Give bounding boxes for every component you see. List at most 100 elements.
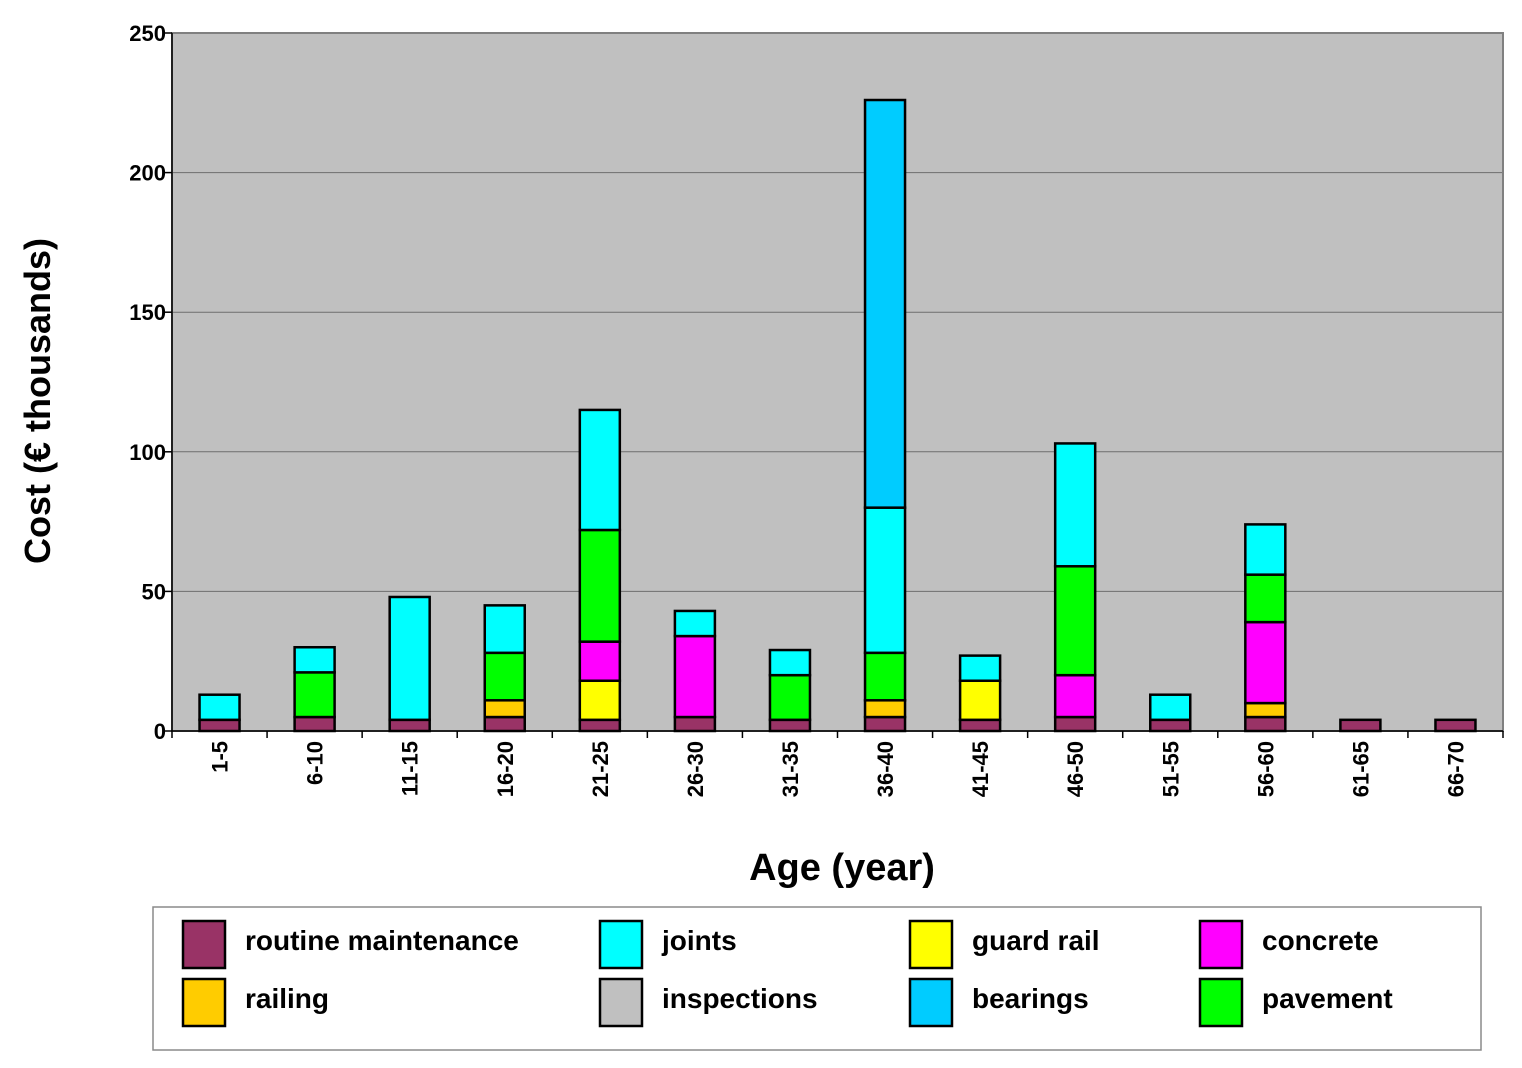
x-tick-label: 61-65 xyxy=(1348,741,1373,797)
bar-segment-railing xyxy=(863,699,907,719)
bar-stack-26-30 xyxy=(673,609,717,733)
legend-swatch xyxy=(1198,977,1244,1028)
bar-segment-pavement xyxy=(293,671,336,719)
legend: routine maintenance joints guard rail concr… xyxy=(152,906,1482,1051)
bar-stack-46-50 xyxy=(1053,442,1097,733)
bar-segment-joints xyxy=(958,654,1002,682)
bar-segment-routine-maintenance xyxy=(1339,718,1382,733)
bar-segment-routine-maintenance xyxy=(198,718,241,733)
legend-label: concrete xyxy=(1262,925,1379,956)
y-tick-label: 250 xyxy=(129,21,166,46)
y-tick-label: 50 xyxy=(142,579,166,604)
legend-swatch xyxy=(598,919,644,970)
bar-segment-joints xyxy=(578,408,622,532)
x-tick-label: 31-35 xyxy=(778,741,803,797)
bars-group xyxy=(198,98,1477,733)
bar-stack-16-20 xyxy=(483,604,526,733)
legend-label: inspections xyxy=(662,983,818,1014)
bar-segment-joints xyxy=(863,506,907,655)
legend-item-pavement: pavement xyxy=(1198,977,1393,1028)
x-tick-label: 26-30 xyxy=(683,741,708,797)
legend-swatch xyxy=(1198,919,1244,970)
x-tick-label: 51-55 xyxy=(1158,741,1183,797)
bar-segment-joints xyxy=(293,645,336,674)
plot-background xyxy=(172,33,1503,731)
bar-stack-56-60 xyxy=(1244,523,1287,733)
bar-segment-routine-maintenance xyxy=(293,715,336,733)
bar-segment-routine-maintenance xyxy=(1053,715,1097,733)
y-tick-label: 200 xyxy=(129,161,166,186)
bar-segment-railing xyxy=(1244,701,1287,719)
legend-label: routine maintenance xyxy=(245,925,519,956)
x-tick-label: 56-60 xyxy=(1253,741,1278,797)
bar-stack-21-25 xyxy=(578,408,622,733)
legend-label: bearings xyxy=(972,983,1089,1014)
bar-stack-6-10 xyxy=(293,645,336,733)
x-tick-label: 21-25 xyxy=(588,741,613,797)
bar-segment-joints xyxy=(483,604,526,655)
bar-segment-concrete xyxy=(1053,673,1097,719)
legend-item-concrete: concrete xyxy=(1198,919,1379,970)
legend-item-routine-maintenance: routine maintenance xyxy=(181,919,519,970)
bar-stack-31-35 xyxy=(768,648,812,733)
bar-segment-pavement xyxy=(578,528,622,643)
legend-label: railing xyxy=(245,983,329,1014)
bar-segment-routine-maintenance xyxy=(388,718,431,733)
bar-segment-routine-maintenance xyxy=(768,718,812,733)
y-tick-label: 0 xyxy=(154,719,166,744)
bar-segment-routine-maintenance xyxy=(1244,715,1287,733)
legend-item-inspections: inspections xyxy=(598,977,818,1028)
legend-label: joints xyxy=(661,925,737,956)
bar-segment-joints xyxy=(1053,442,1097,568)
bar-segment-concrete xyxy=(578,640,622,682)
bar-stack-1-5 xyxy=(198,693,241,733)
bar-segment-routine-maintenance xyxy=(1149,718,1192,733)
bar-segment-joints xyxy=(388,595,431,722)
x-tick-label: 36-40 xyxy=(873,741,898,797)
bar-segment-pavement xyxy=(768,673,812,722)
bar-segment-routine-maintenance xyxy=(1434,718,1477,733)
x-tick-label: 66-70 xyxy=(1443,741,1468,797)
x-tick-label: 16-20 xyxy=(493,741,518,797)
bar-segment-joints xyxy=(198,693,241,722)
legend-item-joints: joints xyxy=(598,919,737,970)
bar-stack-61-65 xyxy=(1339,718,1382,733)
legend-swatch xyxy=(908,919,954,970)
y-axis-title: Cost (€ thousands) xyxy=(17,238,58,564)
bar-segment-routine-maintenance xyxy=(958,718,1002,733)
bar-segment-routine-maintenance xyxy=(483,715,526,733)
axes: 0 50 100 150 200 250 1-5 6-10 11-15 16-20 21-25 26-… xyxy=(129,21,1504,797)
x-tick-label: 41-45 xyxy=(968,741,993,797)
bar-stack-51-55 xyxy=(1149,693,1192,733)
bar-stack-66-70 xyxy=(1434,718,1477,733)
bar-segment-routine-maintenance xyxy=(863,715,907,733)
bar-segment-concrete xyxy=(1244,620,1287,705)
bar-segment-pavement xyxy=(1053,565,1097,677)
x-tick-label: 1-5 xyxy=(208,741,233,773)
legend-swatch xyxy=(598,977,644,1028)
legend-label: pavement xyxy=(1262,983,1393,1014)
x-axis-title: Age (year) xyxy=(749,847,935,889)
legend-swatch xyxy=(181,919,227,970)
bar-segment-guard-rail xyxy=(578,679,622,722)
bar-segment-routine-maintenance xyxy=(578,718,622,733)
bar-segment-pavement xyxy=(483,651,526,702)
legend-label: guard rail xyxy=(972,925,1100,956)
bar-segment-routine-maintenance xyxy=(673,715,717,733)
x-tick-label: 6-10 xyxy=(303,741,328,785)
legend-item-bearings: bearings xyxy=(908,977,1089,1028)
bar-segment-joints xyxy=(1149,693,1192,722)
bar-segment-joints xyxy=(673,609,717,638)
x-tick-label: 46-50 xyxy=(1063,741,1088,797)
legend-item-railing: railing xyxy=(181,977,329,1028)
legend-swatch xyxy=(908,977,954,1028)
bar-segment-guard-rail xyxy=(958,679,1002,722)
legend-box xyxy=(152,906,1482,1051)
bar-stack-36-40 xyxy=(863,98,907,733)
bar-segment-pavement xyxy=(863,651,907,702)
bar-segment-concrete xyxy=(673,634,717,719)
x-tick-label: 11-15 xyxy=(398,741,423,796)
legend-swatch xyxy=(181,977,227,1028)
bar-segment-railing xyxy=(483,699,526,719)
bar-segment-joints xyxy=(1244,523,1287,576)
